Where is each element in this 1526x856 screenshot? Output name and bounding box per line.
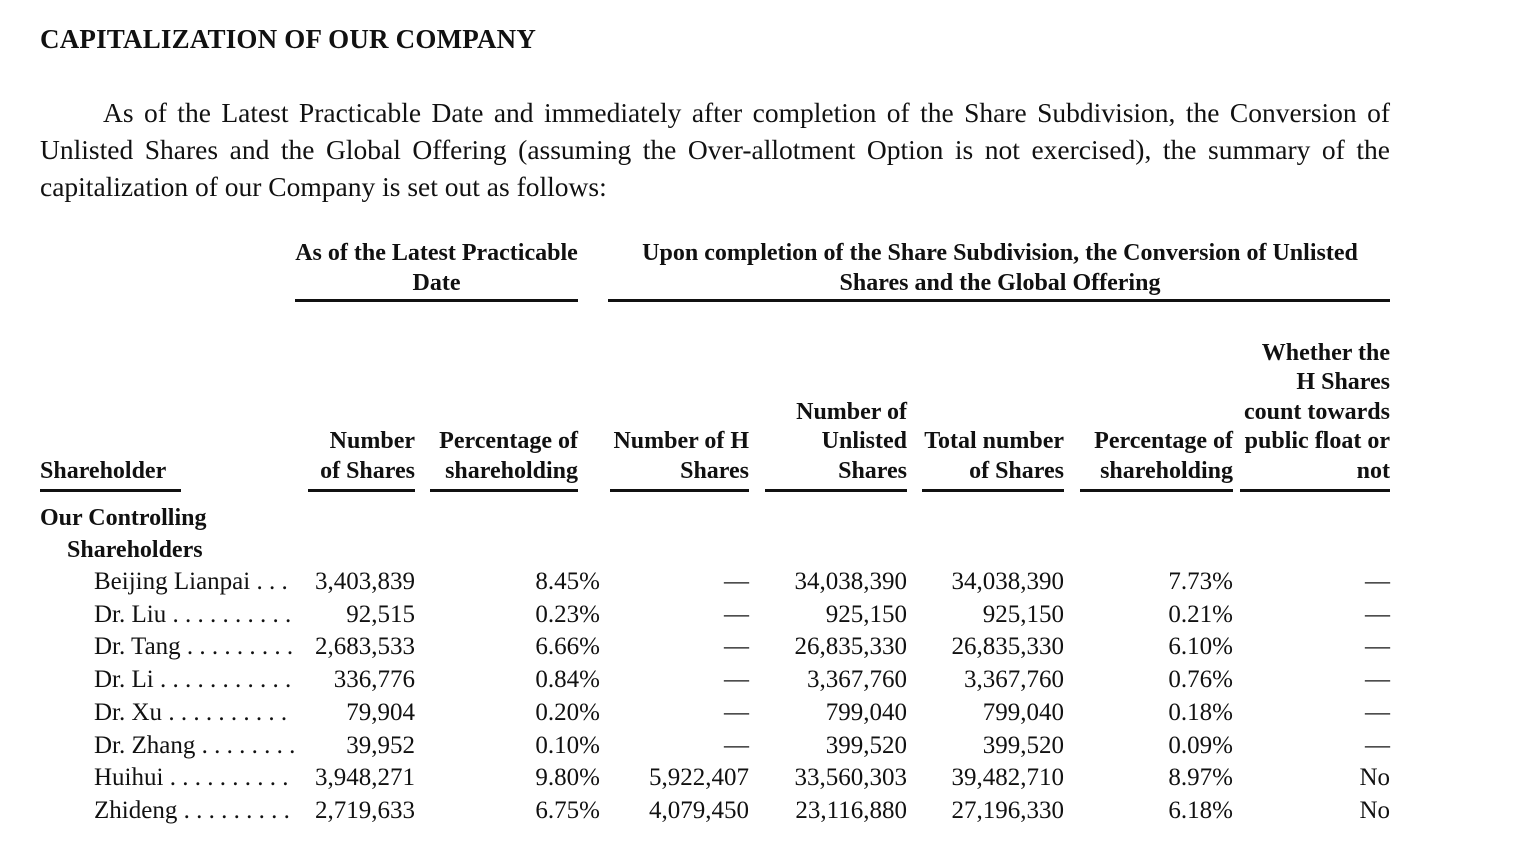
table-cell: 0.21% xyxy=(1168,600,1233,628)
table-cell: 6.18% xyxy=(1168,796,1233,824)
table-cell: No xyxy=(1359,796,1390,824)
table-cell: — xyxy=(1365,600,1390,628)
table-cell: 92,515 xyxy=(346,600,415,628)
table-cell: 799,040 xyxy=(982,698,1064,726)
shareholder-name: Zhideng xyxy=(94,795,295,827)
table-cell: 2,719,633 xyxy=(315,796,415,824)
table-cell: 6.66% xyxy=(535,633,600,661)
table-cell: 0.20% xyxy=(535,698,600,726)
group-header-latest-date: As of the Latest Practicable Date xyxy=(295,240,578,296)
table-cell: 26,835,330 xyxy=(951,633,1065,661)
table-cell: 33,560,303 xyxy=(794,764,908,792)
table-cell: 23,116,880 xyxy=(795,796,907,824)
column-header: Percentage of shareholding xyxy=(1094,428,1233,484)
column-header: Whether the H Shares count towards publi… xyxy=(1243,339,1390,484)
column-rule xyxy=(765,489,907,492)
column-rule xyxy=(1240,489,1390,492)
table-cell: 6.10% xyxy=(1168,633,1233,661)
group-header-upon-completion: Upon completion of the Share Subdivision… xyxy=(642,240,1358,296)
table-cell: No xyxy=(1359,764,1390,792)
column-rule xyxy=(308,489,415,492)
table-cell: — xyxy=(1365,666,1390,694)
table-cell: 39,952 xyxy=(346,731,415,759)
group-rule xyxy=(295,299,578,302)
table-cell: 8.97% xyxy=(1168,764,1233,792)
table-cell: 399,520 xyxy=(982,731,1064,759)
column-header: Shareholder xyxy=(40,457,167,484)
table-cell: 79,904 xyxy=(346,698,415,726)
table-cell: 0.23% xyxy=(535,600,600,628)
table-cell: — xyxy=(724,731,749,759)
table-cell: — xyxy=(1365,633,1390,661)
shareholder-name: Huihui xyxy=(94,762,295,794)
table-cell: 39,482,710 xyxy=(951,764,1065,792)
table-cell: — xyxy=(724,600,749,628)
column-rule xyxy=(610,489,749,492)
shareholder-name: Dr. Tang xyxy=(94,631,295,663)
table-cell: 0.84% xyxy=(535,666,600,694)
shareholder-name: Dr. Liu xyxy=(94,599,295,631)
table-cell: 8.45% xyxy=(535,568,600,595)
table-cell: 0.18% xyxy=(1168,698,1233,726)
table-cell: 799,040 xyxy=(825,698,907,726)
section-title: CAPITALIZATION OF OUR COMPANY xyxy=(40,24,537,54)
table-cell: 27,196,330 xyxy=(951,796,1065,824)
section-label-controlling-shareholders: Our Controlling Shareholders xyxy=(40,505,207,563)
table-cell: 9.80% xyxy=(535,764,600,792)
column-header: Percentage of shareholding xyxy=(439,428,578,484)
table-cell: — xyxy=(724,666,749,694)
table-cell: 3,367,760 xyxy=(807,666,907,694)
table-cell: — xyxy=(1365,731,1390,759)
table-cell: 26,835,330 xyxy=(794,633,908,661)
column-rule xyxy=(922,489,1064,492)
table-cell: 0.10% xyxy=(535,731,600,759)
table-cell: 5,922,407 xyxy=(649,764,749,792)
table-cell: 925,150 xyxy=(982,600,1064,628)
table-cell: 336,776 xyxy=(333,666,415,694)
shareholder-name: Dr. Li xyxy=(94,664,295,696)
table-cell: 2,683,533 xyxy=(315,633,415,661)
table-cell: 0.76% xyxy=(1168,666,1233,694)
table-cell: 7.73% xyxy=(1168,568,1233,595)
column-rule xyxy=(40,489,181,492)
table-cell: — xyxy=(1365,698,1390,726)
column-header: Number of H Shares xyxy=(613,428,749,484)
shareholder-name: Beijing Lianpai xyxy=(94,566,295,598)
intro-paragraph: As of the Latest Practicable Date and im… xyxy=(40,97,1390,202)
table-cell: 0.09% xyxy=(1168,731,1233,759)
table-cell: 3,403,839 xyxy=(315,568,415,595)
column-header: Number of Unlisted Shares xyxy=(796,398,907,484)
table-cell: 6.75% xyxy=(535,796,600,824)
column-header: Total number of Shares xyxy=(924,428,1064,484)
group-rule xyxy=(608,299,1390,302)
table-cell: 3,367,760 xyxy=(964,666,1064,694)
table-cell: 399,520 xyxy=(825,731,907,759)
table-cell: 4,079,450 xyxy=(649,796,749,824)
column-rule xyxy=(430,489,578,492)
table-cell: — xyxy=(724,633,749,661)
column-header: Number of Shares xyxy=(320,428,415,484)
table-cell: — xyxy=(724,568,749,595)
table-cell: 3,948,271 xyxy=(315,764,415,792)
table-cell: — xyxy=(1365,568,1390,595)
table-cell: 34,038,390 xyxy=(794,568,908,595)
shareholder-name: Dr. Zhang xyxy=(94,730,295,762)
table-cell: 34,038,390 xyxy=(951,568,1065,595)
table-cell: 925,150 xyxy=(825,600,907,628)
table-cell: — xyxy=(724,698,749,726)
column-rule xyxy=(1080,489,1233,492)
shareholder-name: Dr. Xu xyxy=(94,697,295,729)
